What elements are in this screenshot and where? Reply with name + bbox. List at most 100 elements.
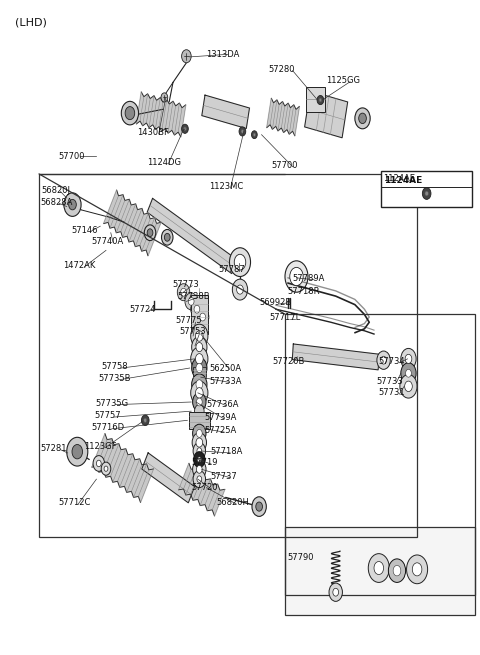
Circle shape — [164, 233, 170, 241]
Circle shape — [197, 448, 202, 455]
Text: 57281: 57281 — [40, 444, 66, 453]
Text: 57700: 57700 — [58, 152, 84, 160]
Text: 57731: 57731 — [379, 388, 406, 398]
Text: 1123MC: 1123MC — [209, 183, 243, 191]
Text: 57700: 57700 — [271, 161, 298, 170]
Text: 57735B: 57735B — [99, 374, 132, 383]
Polygon shape — [267, 98, 300, 136]
Circle shape — [425, 191, 428, 196]
Circle shape — [64, 193, 81, 216]
Circle shape — [359, 113, 366, 124]
Text: 1123GF: 1123GF — [84, 442, 117, 451]
Circle shape — [196, 438, 203, 447]
Text: 57733A: 57733A — [209, 377, 241, 386]
Circle shape — [333, 588, 338, 596]
Text: 57720: 57720 — [191, 483, 218, 492]
Text: 57719: 57719 — [191, 458, 218, 467]
Polygon shape — [136, 92, 186, 137]
Text: 56992B: 56992B — [259, 298, 291, 307]
Circle shape — [290, 267, 303, 286]
Circle shape — [196, 309, 209, 326]
Text: 57787: 57787 — [218, 265, 245, 274]
Circle shape — [285, 261, 308, 292]
Circle shape — [252, 131, 257, 139]
Circle shape — [67, 438, 88, 466]
Circle shape — [196, 364, 203, 373]
Circle shape — [192, 460, 206, 479]
Bar — [189, 413, 210, 429]
Circle shape — [192, 393, 206, 411]
Circle shape — [401, 348, 416, 369]
Text: 57789A: 57789A — [293, 274, 325, 283]
Circle shape — [191, 301, 203, 318]
Bar — [39, 174, 417, 536]
Circle shape — [412, 563, 422, 576]
Bar — [191, 295, 208, 334]
Text: 57720B: 57720B — [273, 357, 305, 366]
Circle shape — [252, 496, 266, 516]
Circle shape — [192, 358, 207, 379]
Circle shape — [195, 388, 203, 398]
Text: 57280: 57280 — [269, 65, 295, 74]
Circle shape — [144, 419, 147, 422]
Bar — [286, 314, 475, 595]
Circle shape — [241, 130, 244, 133]
Polygon shape — [292, 344, 379, 370]
Circle shape — [69, 199, 76, 210]
Text: 57734: 57734 — [379, 357, 406, 366]
Text: (LHD): (LHD) — [15, 17, 47, 27]
Text: 57736A: 57736A — [206, 400, 239, 409]
Text: 1313DA: 1313DA — [206, 50, 240, 59]
Circle shape — [368, 553, 389, 582]
Circle shape — [405, 354, 412, 364]
Circle shape — [144, 225, 156, 240]
Text: 1472AK: 1472AK — [63, 261, 96, 270]
Bar — [286, 527, 475, 615]
Circle shape — [196, 398, 202, 406]
Circle shape — [256, 502, 263, 511]
Text: 56828A: 56828A — [40, 198, 72, 206]
Text: 57775: 57775 — [175, 316, 202, 326]
Circle shape — [181, 124, 188, 134]
Circle shape — [355, 108, 370, 129]
Circle shape — [192, 337, 207, 358]
Circle shape — [191, 347, 208, 371]
Text: 57733: 57733 — [376, 377, 403, 386]
Text: 56250A: 56250A — [209, 364, 241, 373]
Circle shape — [194, 305, 200, 313]
Circle shape — [161, 93, 168, 102]
Circle shape — [232, 279, 248, 300]
Circle shape — [197, 457, 201, 462]
Text: 57737: 57737 — [210, 472, 237, 481]
Circle shape — [72, 445, 83, 459]
Circle shape — [197, 476, 202, 482]
Circle shape — [96, 460, 101, 467]
Circle shape — [191, 381, 208, 405]
Text: 57725A: 57725A — [204, 426, 236, 436]
Circle shape — [381, 356, 386, 364]
Polygon shape — [142, 453, 194, 503]
Polygon shape — [202, 95, 250, 128]
Circle shape — [192, 424, 206, 443]
Circle shape — [93, 456, 105, 472]
Circle shape — [177, 284, 190, 301]
Text: 1124AE: 1124AE — [384, 176, 422, 185]
Circle shape — [193, 471, 205, 487]
Circle shape — [181, 50, 191, 63]
Circle shape — [393, 565, 401, 576]
Text: 56820H: 56820H — [216, 498, 249, 507]
Circle shape — [317, 96, 324, 105]
Circle shape — [196, 430, 202, 438]
Circle shape — [377, 351, 390, 369]
Circle shape — [388, 559, 406, 582]
Text: 57718A: 57718A — [210, 447, 243, 456]
Bar — [306, 87, 325, 112]
Circle shape — [195, 354, 203, 364]
Text: 57757: 57757 — [94, 411, 120, 421]
Circle shape — [196, 380, 203, 389]
Text: 57717L: 57717L — [270, 313, 301, 322]
Text: 57718R: 57718R — [288, 287, 320, 296]
Text: 1124AE: 1124AE — [384, 174, 416, 183]
Circle shape — [104, 466, 108, 472]
Circle shape — [193, 443, 205, 460]
